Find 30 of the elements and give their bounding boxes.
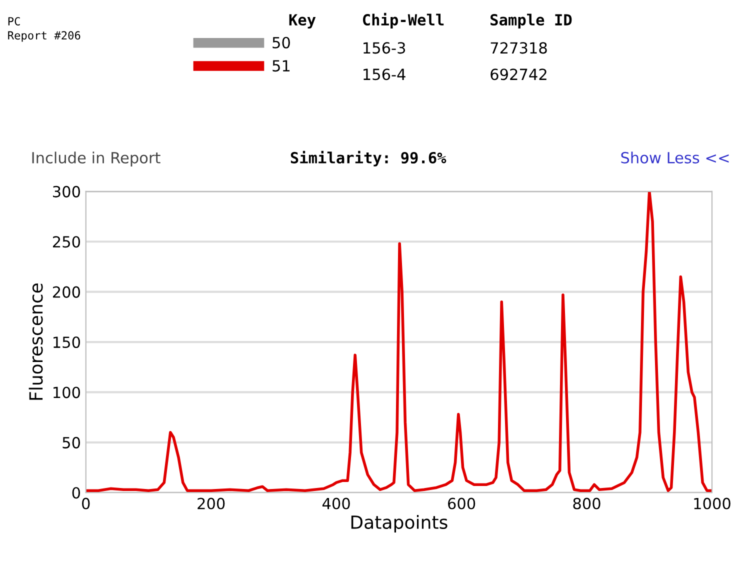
text: Report #206 <box>8 31 80 42</box>
y-tick-label: 100 <box>54 386 80 398</box>
x-axis-title: Datapoints <box>351 515 448 533</box>
x-tick-label: 600 <box>448 498 476 510</box>
text: Include in Report <box>32 152 160 166</box>
text: Show Less << <box>621 152 729 164</box>
x-tick-label: 1000 <box>694 498 730 510</box>
text: Chip-Well <box>362 12 444 29</box>
text: 156-4 <box>364 68 406 80</box>
text: 692742 <box>490 68 546 80</box>
text: Sample ID <box>490 14 572 29</box>
y-tick-label: 200 <box>52 286 80 298</box>
line-series <box>86 191 712 492</box>
text: Similarity: 99.6% <box>290 150 446 166</box>
legend-label: 51 <box>272 60 290 72</box>
y-tick-label: 150 <box>54 336 80 348</box>
x-tick-label: 400 <box>322 498 350 510</box>
text: PC <box>8 17 20 26</box>
text: 156-3 <box>364 42 406 54</box>
x-tick-label: 800 <box>573 498 600 510</box>
y-tick-label: 250 <box>52 236 80 248</box>
text: 727318 <box>490 42 547 54</box>
y-tick-label: 0 <box>72 487 80 499</box>
y-tick-label: 300 <box>53 186 80 198</box>
y-axis-title: Fluorescence <box>28 284 43 400</box>
x-tick-label: 200 <box>198 498 225 510</box>
x-tick-label: 0 <box>82 498 90 510</box>
text: Key <box>289 14 316 28</box>
legend-label: 50 <box>272 36 290 48</box>
y-tick-label: 50 <box>62 436 80 448</box>
